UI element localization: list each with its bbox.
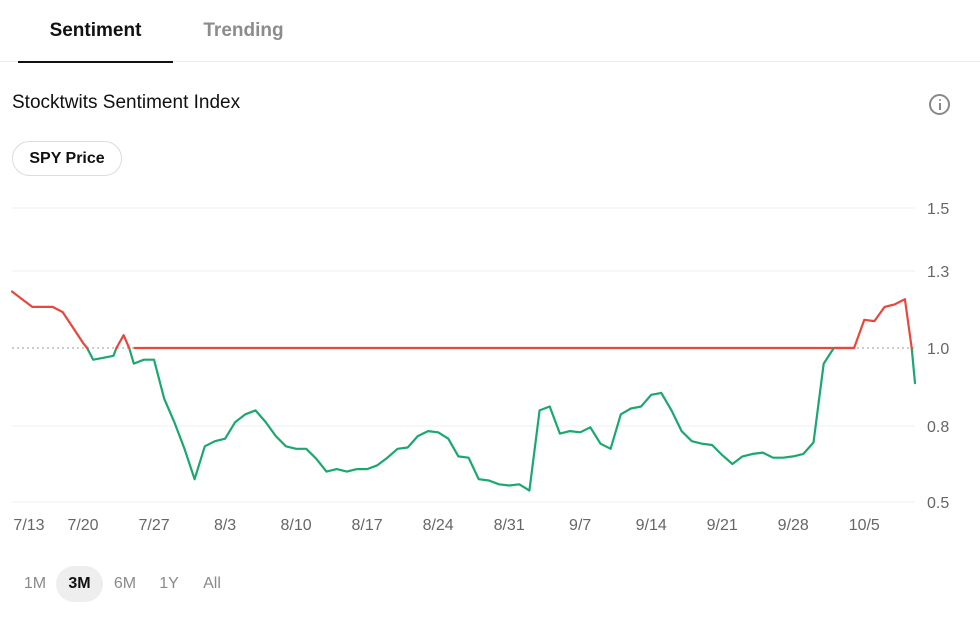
x-tick-label: 8/10 bbox=[281, 517, 312, 534]
range-3m[interactable]: 3M bbox=[56, 566, 103, 602]
x-tick-label: 7/20 bbox=[67, 517, 98, 534]
series-line-below bbox=[86, 346, 917, 492]
info-bar bbox=[938, 103, 941, 110]
range-selector: 1M 3M 6M 1Y All bbox=[14, 566, 233, 602]
x-tick-label: 8/17 bbox=[352, 517, 383, 534]
x-tick-label: 8/24 bbox=[423, 517, 454, 534]
range-all[interactable]: All bbox=[203, 575, 221, 592]
info-circle-icon[interactable] bbox=[929, 94, 950, 115]
tab-trending[interactable]: Trending bbox=[203, 20, 284, 41]
y-tick-label: 1.3 bbox=[927, 264, 949, 281]
tab-sentiment[interactable]: Sentiment bbox=[18, 0, 173, 63]
y-tick-label: 0.5 bbox=[927, 495, 949, 512]
x-tick-label: 9/21 bbox=[707, 517, 738, 534]
x-tick-label: 10/5 bbox=[849, 517, 880, 534]
x-tick-label: 7/13 bbox=[13, 517, 44, 534]
chart-title: Stocktwits Sentiment Index bbox=[12, 92, 241, 113]
y-tick-label: 1.5 bbox=[927, 201, 949, 218]
x-tick-label: 9/7 bbox=[569, 517, 591, 534]
sentiment-chart-svg: 1.5 1.3 1.0 0.8 0.5 7/13 7/20 7/27 8/3 8/10 8/17 8/… bbox=[10, 201, 949, 534]
x-tick-label: 7/27 bbox=[138, 517, 169, 534]
series-line-above bbox=[10, 290, 913, 350]
sentiment-chart: 1.5 1.3 1.0 0.8 0.5 7/13 7/20 7/27 8/3 8/10 8/17 8/… bbox=[0, 180, 980, 540]
y-tick-label: 1.0 bbox=[927, 341, 949, 358]
spy-price-toggle[interactable]: SPY Price bbox=[12, 141, 122, 176]
x-tick-label: 8/31 bbox=[494, 517, 525, 534]
x-tick-label: 9/28 bbox=[778, 517, 809, 534]
tab-bar: Sentiment Trending bbox=[0, 0, 980, 63]
x-tick-label: 9/14 bbox=[636, 517, 667, 534]
y-tick-label: 0.8 bbox=[927, 419, 949, 436]
info-dot bbox=[938, 99, 941, 101]
range-6m[interactable]: 6M bbox=[113, 575, 137, 592]
range-1m[interactable]: 1M bbox=[23, 575, 47, 592]
range-1y[interactable]: 1Y bbox=[159, 575, 179, 592]
x-tick-label: 8/3 bbox=[214, 517, 236, 534]
